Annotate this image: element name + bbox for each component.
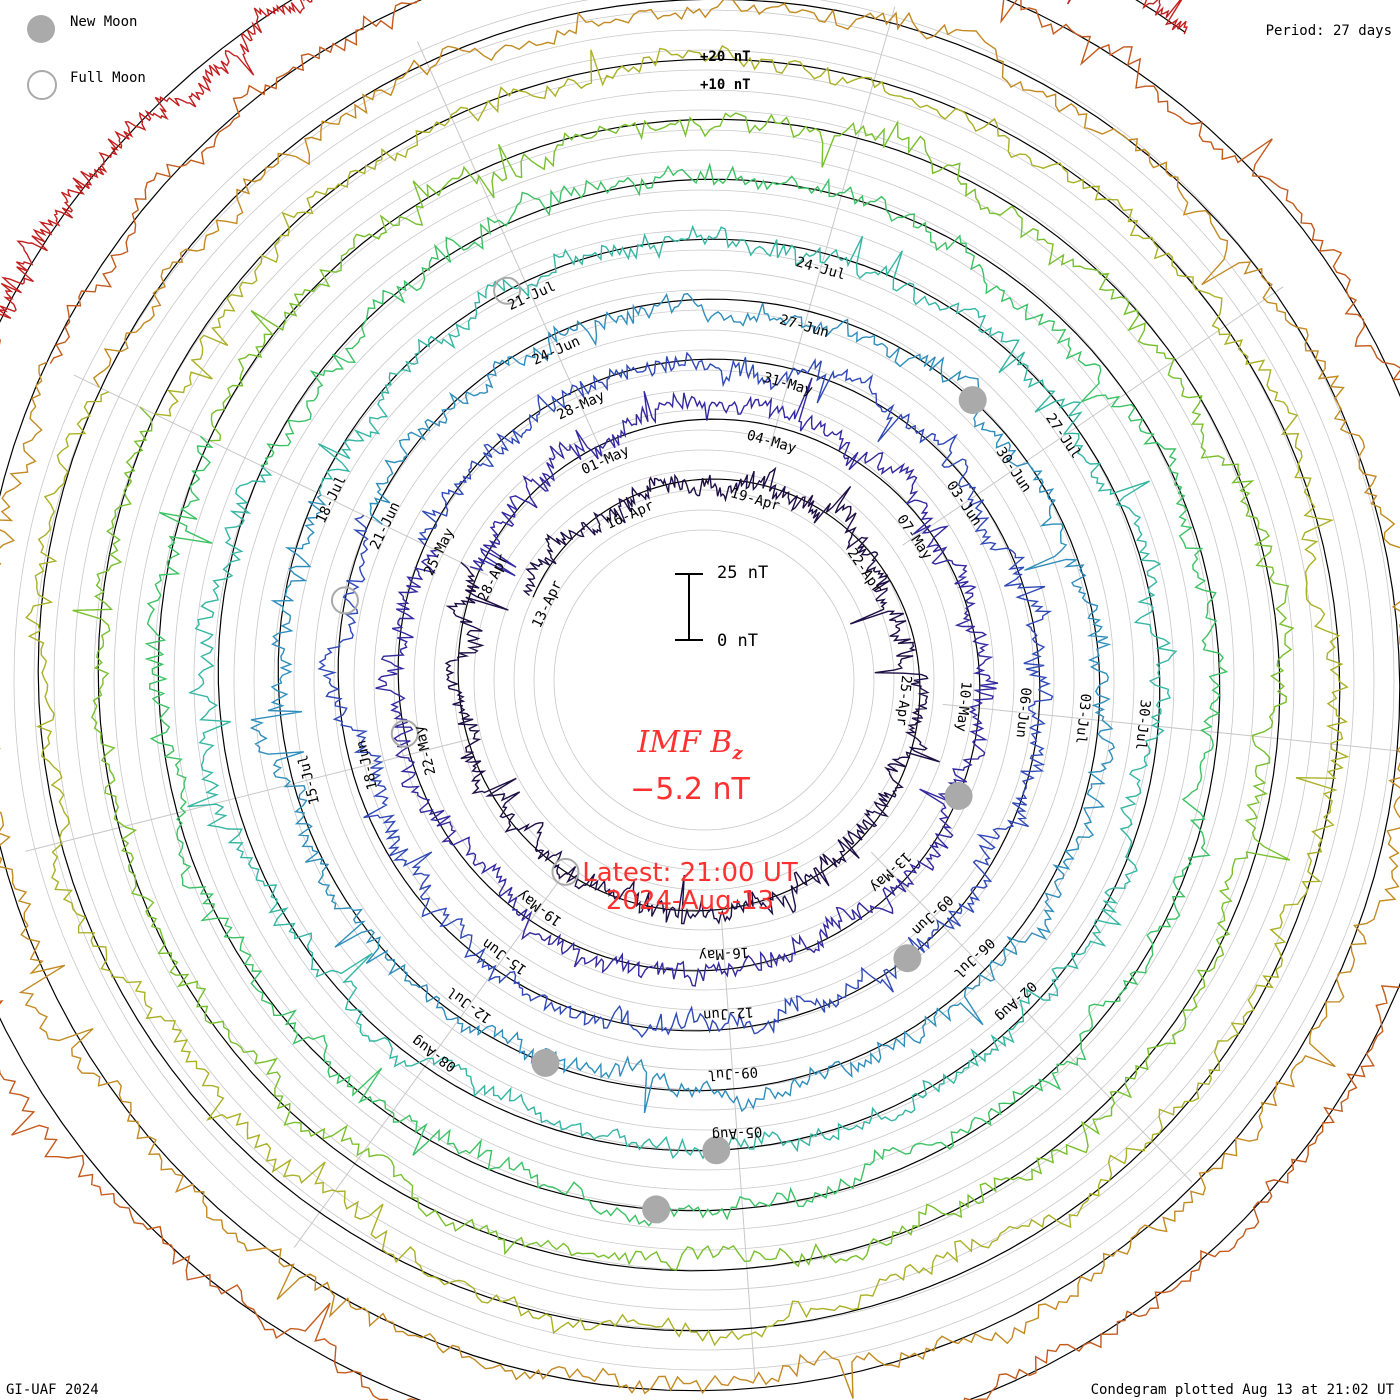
grid-ring bbox=[413, 389, 995, 971]
day-spoke bbox=[870, 851, 1193, 1183]
grid-ring bbox=[173, 149, 1235, 1211]
moon-markers bbox=[330, 276, 987, 1224]
date-label: 10-May bbox=[953, 681, 974, 733]
date-label: 07-May bbox=[893, 512, 935, 563]
full-moon-legend-icon bbox=[27, 70, 57, 100]
full-moon-legend-label: Full Moon bbox=[70, 70, 146, 86]
date-label: 06-Jun bbox=[1013, 687, 1034, 739]
grid-ring bbox=[73, 49, 1335, 1311]
full-moon-marker bbox=[551, 857, 580, 886]
grid-ring bbox=[353, 329, 1055, 1031]
grid-ring bbox=[33, 9, 1375, 1351]
current-bz-value: −5.2 nT bbox=[630, 772, 750, 807]
day-spoke bbox=[902, 286, 1284, 546]
date-label: 25-Apr bbox=[893, 674, 914, 726]
grid-ring bbox=[433, 409, 975, 951]
grid-ring bbox=[453, 429, 955, 931]
chart-title: IMF Bz bbox=[637, 725, 743, 764]
grid-ring bbox=[333, 309, 1075, 1051]
period-label: Period: 27 days bbox=[1265, 23, 1392, 39]
grid-ring bbox=[193, 169, 1215, 1191]
grid-ring bbox=[273, 249, 1135, 1111]
ring-label: +10 nT bbox=[700, 77, 751, 93]
new-moon-marker bbox=[958, 386, 987, 415]
new-moon-marker bbox=[642, 1195, 671, 1224]
day-spoke bbox=[942, 703, 1400, 752]
grid-ring bbox=[513, 489, 895, 871]
date-label: 18-Jul bbox=[313, 473, 349, 526]
full-moon-marker bbox=[493, 276, 522, 305]
bz-trace-turn-5 bbox=[144, 162, 1229, 1227]
bz-trace-turn-1 bbox=[375, 377, 999, 987]
bz-trace-turn-3 bbox=[249, 292, 1116, 1114]
scale-top-label: 25 nT bbox=[717, 563, 769, 583]
date-label: 21-Jun bbox=[367, 500, 403, 553]
grid-ring bbox=[113, 89, 1295, 1271]
date-label: 03-Jul bbox=[1072, 693, 1093, 745]
ring-label: +20 nT bbox=[700, 49, 751, 65]
day-spoke bbox=[293, 874, 564, 1248]
new-moon-marker bbox=[531, 1048, 560, 1077]
date-label: 19-Apr bbox=[729, 485, 782, 514]
grid-ring bbox=[133, 109, 1275, 1251]
date-label: 27-Jul bbox=[1042, 411, 1084, 462]
bz-trace-turn-2 bbox=[317, 351, 1054, 1038]
bz-trace-turn-4 bbox=[187, 224, 1178, 1160]
full-moon-marker bbox=[390, 719, 419, 748]
grid-ring bbox=[373, 349, 1035, 1011]
bz-trace-turn-6 bbox=[72, 112, 1295, 1271]
latest-date: 2024-Aug-13 bbox=[605, 886, 775, 916]
new-moon-legend-label: New Moon bbox=[70, 14, 138, 30]
grid-ring bbox=[153, 129, 1255, 1231]
new-moon-marker bbox=[893, 944, 922, 973]
full-moon-marker bbox=[330, 586, 359, 615]
grid-ring bbox=[533, 509, 875, 851]
date-label: 08-Aug bbox=[409, 1032, 459, 1075]
date-label: 05-Aug bbox=[711, 1123, 763, 1143]
credit-label: GI-UAF 2024 bbox=[6, 1382, 99, 1398]
grid-ring bbox=[213, 189, 1195, 1171]
date-label: 25-May bbox=[421, 526, 457, 579]
bz-trace-turn-0 bbox=[444, 466, 940, 925]
date-label: 01-May bbox=[579, 443, 632, 478]
grid-ring bbox=[13, 0, 1395, 1371]
date-label: 09-Jul bbox=[707, 1063, 759, 1083]
day-spoke bbox=[73, 374, 489, 576]
ring-labels: +20 nT +10 nT bbox=[700, 49, 751, 93]
grid-ring bbox=[93, 69, 1315, 1291]
scale-bar-icon bbox=[675, 573, 703, 641]
latest-time: Latest: 21:00 UT bbox=[582, 858, 798, 888]
date-label: 15-Jun bbox=[479, 935, 529, 978]
plotted-timestamp: Condegram plotted Aug 13 at 21:02 UT bbox=[1090, 1382, 1394, 1398]
day-spoke bbox=[25, 738, 472, 852]
date-label: 31-May bbox=[761, 370, 814, 399]
scale-bottom-label: 0 nT bbox=[717, 631, 758, 651]
bz-trace-turn-10 bbox=[0, 0, 1188, 319]
date-label: 27-Jun bbox=[778, 312, 831, 341]
new-moon-marker bbox=[944, 782, 973, 811]
date-label: 12-Jun bbox=[702, 1003, 754, 1023]
new-moon-legend-icon bbox=[27, 15, 55, 43]
grid-ring bbox=[313, 289, 1095, 1071]
new-moon-marker bbox=[702, 1136, 731, 1165]
grid-ring bbox=[553, 529, 855, 831]
date-label: 16-May bbox=[698, 943, 750, 963]
date-label: 04-May bbox=[745, 427, 798, 456]
grid-ring bbox=[473, 449, 935, 911]
date-label: 30-Jul bbox=[1132, 699, 1153, 751]
bz-trace-turn-7 bbox=[25, 45, 1350, 1347]
grid-ring bbox=[293, 269, 1115, 1091]
date-label: 22-May bbox=[411, 724, 439, 777]
